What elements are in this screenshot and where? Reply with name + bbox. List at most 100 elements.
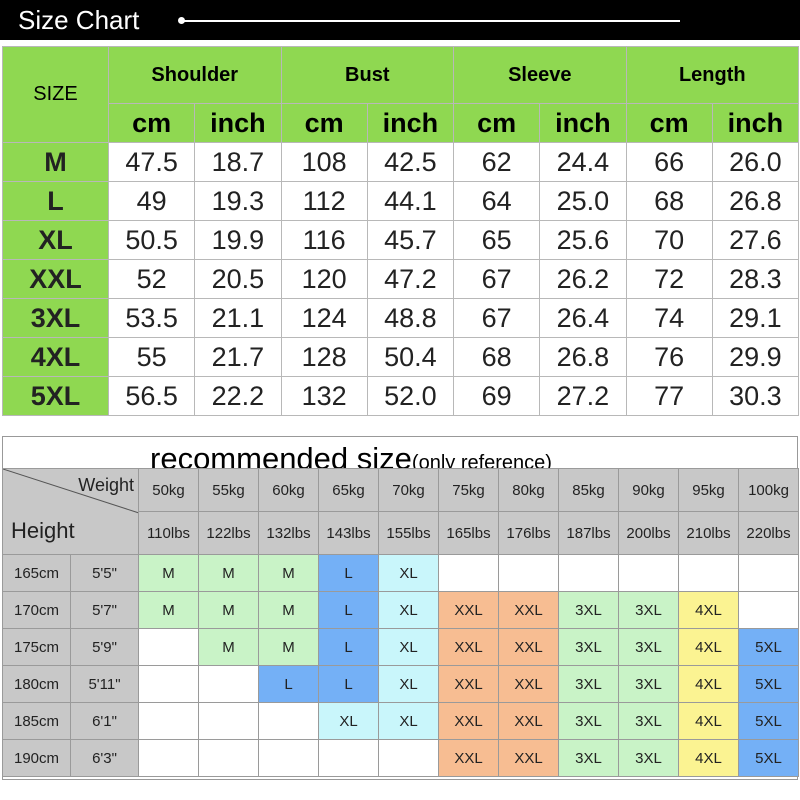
recommended-size-cell: [378, 739, 439, 777]
height-row: 165cm 5'5" M M M L XL: [2, 554, 799, 592]
recommended-size-cell: [138, 665, 199, 703]
recommended-size-cell: XXL: [498, 739, 559, 777]
recommended-size-cell: [558, 554, 619, 592]
size-value: 67: [453, 259, 541, 299]
recommended-size-cell: 3XL: [618, 591, 679, 629]
size-value: 77: [625, 376, 713, 416]
size-table-header-groups: SIZE Shoulder Bust Sleeve Length: [2, 46, 800, 143]
size-value: 26.4: [539, 298, 627, 338]
recommended-size-cell: [198, 702, 259, 740]
size-value: 47.2: [366, 259, 455, 299]
size-value: 25.6: [539, 220, 627, 260]
weight-lbs: 143lbs: [318, 511, 379, 555]
recommended-size-cell: L: [318, 591, 379, 629]
recommended-size-cell: XXL: [498, 702, 559, 740]
recommended-size-cell: M: [258, 628, 319, 666]
size-table-body: M 47.5 18.7 108 42.5 62 24.4 66 26.0 L 49 19.3 112 44…: [2, 142, 800, 416]
size-value: 120: [280, 259, 368, 299]
recommended-size-cell: [438, 554, 499, 592]
recommended-size-cell: 4XL: [678, 702, 739, 740]
weight-kg: 60kg: [258, 468, 319, 512]
size-value: 55: [107, 337, 196, 377]
corner-diagonal-icon: [3, 469, 138, 514]
recommended-size-cell: 3XL: [558, 591, 619, 629]
size-row: XXL 52 20.5 120 47.2 67 26.2 72 28.3: [2, 259, 800, 299]
size-table-header-units: cm inch cm inch cm inch cm inch: [3, 103, 800, 143]
group-header: Length: [625, 46, 800, 104]
size-label: 3XL: [2, 298, 109, 338]
height-cm: 170cm: [2, 591, 71, 629]
size-value: 18.7: [194, 142, 282, 182]
recommended-size-cell: XL: [378, 591, 439, 629]
weight-lbs: 210lbs: [678, 511, 739, 555]
recommended-size-cell: L: [318, 665, 379, 703]
group-header: Shoulder: [108, 46, 282, 104]
unit-header: cm: [453, 103, 541, 143]
height-ft: 5'7": [70, 591, 139, 629]
recommended-size-cell: XXL: [498, 591, 559, 629]
size-label: 4XL: [2, 337, 109, 377]
size-value: 67: [453, 298, 541, 338]
recommended-size-cell: [738, 591, 799, 629]
recommended-size-cell: M: [138, 591, 199, 629]
height-cm: 165cm: [2, 554, 71, 592]
size-value: 65: [453, 220, 541, 260]
unit-header: inch: [539, 103, 627, 143]
height-ft: 6'3": [70, 739, 139, 777]
height-ft: 5'11": [70, 665, 139, 703]
weight-lbs: 176lbs: [498, 511, 559, 555]
size-value: 76: [625, 337, 713, 377]
size-value: 26.0: [711, 142, 800, 182]
size-value: 74: [625, 298, 713, 338]
height-ft: 5'9": [70, 628, 139, 666]
recommended-size-cell: [738, 554, 799, 592]
recommended-size-cell: XXL: [438, 739, 499, 777]
size-row: L 49 19.3 112 44.1 64 25.0 68 26.8: [2, 181, 800, 221]
size-value: 26.8: [711, 181, 800, 221]
size-row: XL 50.5 19.9 116 45.7 65 25.6 70 27.6: [2, 220, 800, 260]
recommended-size-cell: M: [198, 628, 259, 666]
recommended-size-cell: XXL: [438, 591, 499, 629]
height-cm: 190cm: [2, 739, 71, 777]
size-label: XL: [2, 220, 109, 260]
size-value: 68: [625, 181, 713, 221]
size-value: 42.5: [366, 142, 455, 182]
height-row: 180cm 5'11" L L XL XXL XXL 3XL 3XL 4XL 5XL: [2, 665, 799, 703]
size-value: 44.1: [366, 181, 455, 221]
size-value: 45.7: [366, 220, 455, 260]
size-value: 29.1: [711, 298, 800, 338]
recommended-size-cell: [258, 702, 319, 740]
size-value: 52: [107, 259, 196, 299]
recommended-size-cell: [678, 554, 739, 592]
recommended-size-cell: L: [258, 665, 319, 703]
unit-header: cm: [280, 103, 368, 143]
recommended-table: Weight Height 50kg 55kg 60kg 65kg 70kg 7…: [2, 468, 799, 777]
recommended-size-cell: L: [318, 628, 379, 666]
recommended-size-cell: XXL: [498, 665, 559, 703]
size-value: 26.2: [539, 259, 627, 299]
weight-kg: 95kg: [678, 468, 739, 512]
recommended-size-cell: 4XL: [678, 739, 739, 777]
recommended-size-cell: 3XL: [558, 628, 619, 666]
recommended-size-cell: M: [258, 591, 319, 629]
weight-lbs-row: 110lbs 122lbs 132lbs 143lbs 155lbs 165lb…: [3, 511, 799, 555]
weight-lbs: 187lbs: [558, 511, 619, 555]
size-value: 116: [280, 220, 368, 260]
recommended-size-cell: M: [258, 554, 319, 592]
height-row: 190cm 6'3" XXL XXL 3XL 3XL 4XL 5XL: [2, 739, 799, 777]
recommended-size-cell: 4XL: [678, 628, 739, 666]
recommended-size-cell: XXL: [438, 702, 499, 740]
weight-kg: 90kg: [618, 468, 679, 512]
size-label: M: [2, 142, 109, 182]
weight-kg: 75kg: [438, 468, 499, 512]
height-cm: 180cm: [2, 665, 71, 703]
title-rule: [182, 20, 680, 22]
size-value: 27.6: [711, 220, 800, 260]
size-value: 112: [280, 181, 368, 221]
weight-label: Weight: [78, 475, 134, 495]
size-value: 68: [453, 337, 541, 377]
unit-header: inch: [711, 103, 800, 143]
table-corner: Weight Height: [2, 468, 139, 555]
size-value: 48.8: [366, 298, 455, 338]
page-title: Size Chart: [18, 5, 140, 35]
